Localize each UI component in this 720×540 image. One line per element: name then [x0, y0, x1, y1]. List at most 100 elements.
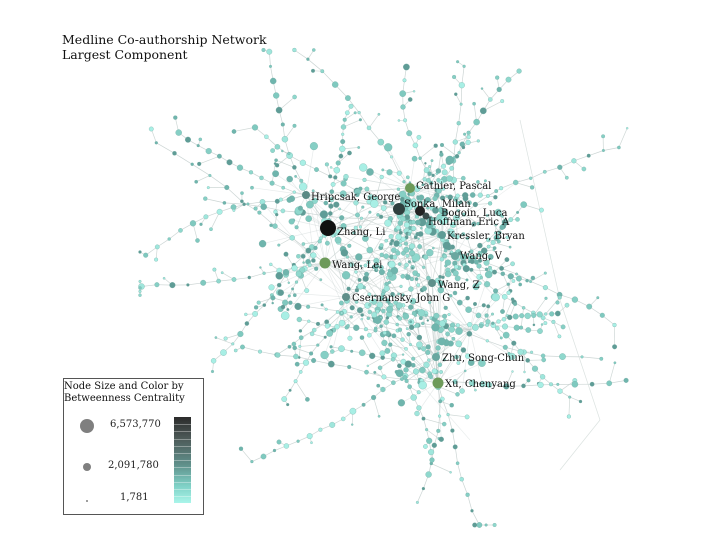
legend-large-node	[80, 419, 94, 433]
legend-title-line-1: Node Size and Color by	[64, 381, 184, 392]
network-node	[226, 159, 233, 166]
network-edge	[422, 356, 437, 386]
network-node	[154, 257, 159, 262]
network-node	[438, 436, 444, 442]
network-node	[242, 202, 246, 207]
network-node	[515, 217, 520, 222]
network-node	[497, 230, 502, 235]
network-node	[428, 165, 432, 169]
network-node	[400, 104, 406, 110]
network-node	[472, 201, 478, 208]
network-node	[425, 349, 431, 355]
network-edge	[199, 155, 220, 165]
network-edge	[389, 255, 456, 275]
network-node	[446, 175, 453, 182]
network-node	[606, 380, 613, 387]
network-node	[236, 164, 244, 171]
network-node	[516, 68, 522, 74]
network-node	[407, 384, 412, 389]
network-node	[333, 166, 341, 174]
node-bogoin-luca[interactable]	[415, 206, 425, 216]
network-node	[362, 275, 369, 282]
network-node	[240, 344, 245, 350]
network-node	[292, 47, 297, 53]
network-node	[414, 277, 419, 281]
node-wang-lei[interactable]	[319, 257, 331, 269]
network-node	[477, 242, 483, 249]
network-node	[143, 252, 149, 258]
network-edge	[226, 187, 243, 202]
network-node	[477, 281, 482, 286]
network-node	[501, 294, 508, 300]
node-xu-chenyang[interactable]	[432, 377, 444, 389]
network-node	[399, 196, 405, 202]
network-node	[292, 165, 297, 170]
network-edge	[327, 222, 388, 229]
node-cathier-pascal[interactable]	[405, 183, 415, 193]
network-node	[465, 139, 471, 146]
network-node	[525, 278, 529, 283]
node-hripcsak-george[interactable]	[302, 191, 310, 199]
network-node	[478, 323, 484, 329]
network-edge	[361, 216, 382, 219]
network-node	[494, 208, 502, 216]
network-node	[340, 223, 347, 230]
network-node	[438, 207, 445, 214]
network-node	[280, 208, 286, 214]
network-node	[367, 292, 372, 297]
network-node	[330, 349, 335, 354]
node-wang-v[interactable]	[451, 252, 459, 260]
network-node	[138, 250, 142, 254]
network-node	[512, 313, 519, 320]
network-node	[331, 81, 339, 88]
network-node	[312, 48, 316, 52]
network-node	[404, 360, 412, 368]
network-edge	[278, 96, 295, 111]
network-node	[485, 214, 489, 217]
network-node	[484, 267, 489, 272]
network-node	[296, 254, 301, 259]
network-edge	[442, 265, 447, 278]
network-node	[539, 207, 544, 213]
network-node	[296, 439, 300, 443]
node-hoffman-eric[interactable]	[422, 212, 430, 220]
network-node	[397, 363, 402, 369]
network-node	[456, 209, 461, 213]
label-kressler-bryan: Kressler, Bryan	[447, 231, 525, 242]
network-node	[390, 291, 395, 297]
network-node	[343, 173, 349, 180]
network-node	[366, 364, 369, 368]
network-edge	[314, 200, 326, 264]
network-node	[366, 168, 374, 176]
network-node	[311, 189, 315, 193]
network-node	[377, 138, 385, 146]
node-csernansky-john[interactable]	[342, 293, 350, 301]
network-node	[422, 203, 426, 207]
network-node	[411, 219, 416, 225]
network-node	[281, 149, 284, 153]
network-node	[521, 306, 526, 310]
node-wang-z[interactable]	[428, 279, 436, 287]
network-edge	[218, 279, 235, 282]
colorbar-tick	[174, 460, 191, 462]
network-node	[403, 266, 407, 270]
network-edge	[419, 145, 436, 159]
node-sonka-milan[interactable]	[393, 203, 405, 215]
network-node	[382, 330, 387, 335]
network-node	[486, 194, 490, 198]
network-node	[501, 215, 504, 218]
network-node	[262, 303, 267, 307]
network-node	[340, 180, 347, 187]
legend-title: Node Size and Color by Betweenness Centr…	[64, 381, 185, 405]
node-zhang-li[interactable]	[320, 220, 336, 236]
network-node	[517, 348, 524, 355]
node-zhu-song-chun[interactable]	[432, 353, 440, 361]
network-node	[623, 377, 629, 383]
network-node	[475, 312, 482, 319]
network-node	[455, 327, 463, 335]
network-node	[275, 352, 281, 358]
network-edge	[324, 262, 366, 266]
network-node	[431, 323, 440, 332]
node-kressler-bryan[interactable]	[438, 231, 446, 239]
network-node	[261, 47, 266, 53]
